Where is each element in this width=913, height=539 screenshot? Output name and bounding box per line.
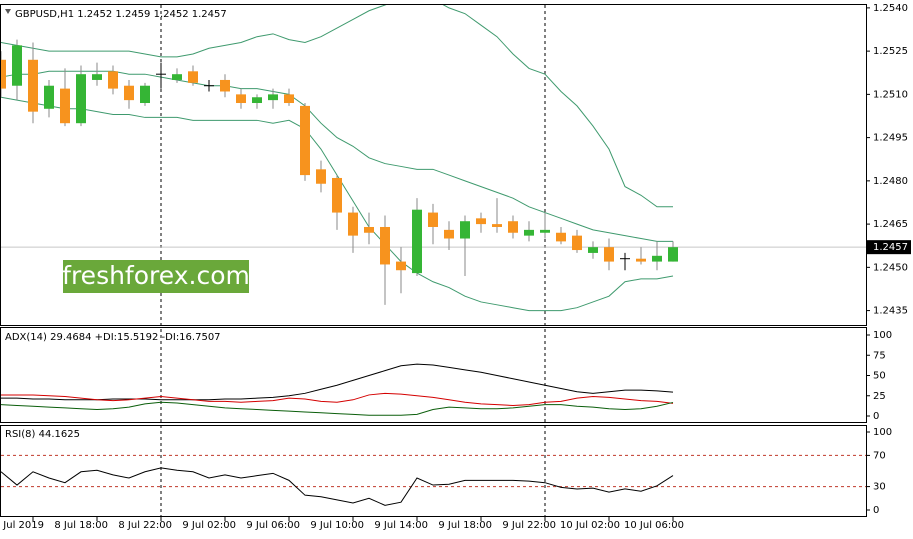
candle-body	[604, 247, 614, 262]
candle-body	[396, 261, 406, 271]
indicator-line	[1, 363, 674, 401]
candle-body	[44, 85, 54, 109]
y-tick-label: 1.2465	[873, 219, 908, 230]
rsi-plot	[1, 454, 866, 506]
x-tick-label: 10 Jul 02:00	[560, 520, 620, 531]
indicator-line	[1, 392, 674, 406]
candle-body	[524, 229, 534, 236]
y-tick-label: 1.2480	[873, 176, 908, 187]
y-tick-label: 1.2435	[873, 306, 908, 317]
candle-body	[508, 221, 518, 233]
candle-body	[60, 88, 70, 124]
candle-body	[476, 218, 486, 225]
candle-body	[236, 94, 246, 104]
x-tick-label: 9 Jul 14:00	[374, 520, 428, 531]
candle-body	[460, 221, 470, 239]
candle-body	[252, 97, 262, 104]
x-tick-label: 9 Jul 18:00	[438, 520, 492, 531]
x-tick-label: 8 Jul 2019	[0, 520, 44, 531]
price-pane	[0, 4, 867, 326]
candle-body	[652, 255, 662, 262]
watermark: freshforex.com	[62, 261, 250, 290]
candle-body	[348, 212, 358, 236]
y-tick-label: 30	[873, 482, 886, 493]
candle-body	[1, 59, 6, 89]
y-tick-label: 25	[873, 391, 886, 402]
axes: 1.2540 1.2525 1.2510 1.2495 1.2480 1.2465 1.24…	[0, 3, 911, 531]
current-price-label: 1.2457	[873, 242, 908, 253]
y-tick-label: 1.2450	[873, 262, 908, 273]
candle-body	[28, 59, 38, 112]
candle-body	[140, 85, 150, 104]
candle-body	[364, 226, 374, 233]
price-header: GBPUSD,H1 1.2452 1.2459 1.2452 1.2457	[15, 9, 227, 20]
candle-body	[668, 247, 678, 262]
x-tick-label: 10 Jul 06:00	[624, 520, 684, 531]
candle-body	[316, 169, 326, 184]
candle-body	[284, 94, 294, 104]
y-tick-label: 100	[873, 330, 892, 341]
x-tick-label: 8 Jul 22:00	[118, 520, 172, 531]
candle-body	[108, 71, 118, 89]
candle-body	[92, 74, 102, 80]
candle-body	[428, 212, 438, 227]
y-tick-label: 0	[873, 505, 879, 516]
adx-header: ADX(14) 29.4684 +DI:15.5192 -DI:16.7507	[5, 332, 221, 343]
candle-body	[556, 232, 566, 242]
candle-body	[300, 105, 310, 176]
candle-body	[188, 71, 198, 83]
indicator-line	[1, 401, 674, 416]
x-tick-label: 8 Jul 18:00	[54, 520, 108, 531]
y-tick-label: 1.2510	[873, 89, 908, 100]
candle-body	[380, 226, 390, 265]
y-tick-label: 70	[873, 450, 886, 461]
indicator-line	[1, 467, 674, 506]
adx-plot	[1, 363, 674, 416]
x-tick-label: 9 Jul 02:00	[182, 520, 236, 531]
watermark-box	[63, 260, 249, 293]
indicator-line	[1, 96, 674, 312]
y-tick-label: 75	[873, 350, 886, 361]
candle-body	[76, 74, 86, 124]
y-tick-label: 100	[873, 427, 892, 438]
candle-body	[412, 209, 422, 274]
indicator-line	[1, 5, 673, 208]
current-price-box	[867, 240, 911, 255]
candle-body	[124, 85, 134, 101]
candle-body	[444, 229, 454, 239]
rsi-header: RSI(8) 44.1625	[5, 429, 80, 440]
candle-body	[588, 247, 598, 253]
x-tick-label: 9 Jul 22:00	[502, 520, 556, 531]
y-tick-label: 1.2495	[873, 133, 908, 144]
x-tick-label: 9 Jul 06:00	[246, 520, 300, 531]
y-tick-label: 0	[873, 411, 879, 422]
candle-body	[220, 79, 230, 92]
rsi-pane	[0, 425, 867, 517]
candle-body	[12, 45, 22, 86]
y-tick-label: 1.2525	[873, 46, 908, 57]
y-tick-label: 1.2540	[873, 3, 908, 14]
x-tick-label: 9 Jul 10:00	[310, 520, 364, 531]
candle-body	[172, 74, 182, 80]
candle-body	[492, 224, 502, 227]
candle-body	[268, 94, 278, 101]
candle-body	[636, 258, 646, 262]
candle-body	[540, 229, 550, 233]
menu-icon	[5, 9, 11, 14]
candle-body	[332, 177, 342, 213]
price-plot: freshforex.com	[1, 5, 866, 312]
candle-body	[572, 235, 582, 251]
y-tick-label: 50	[873, 371, 886, 382]
